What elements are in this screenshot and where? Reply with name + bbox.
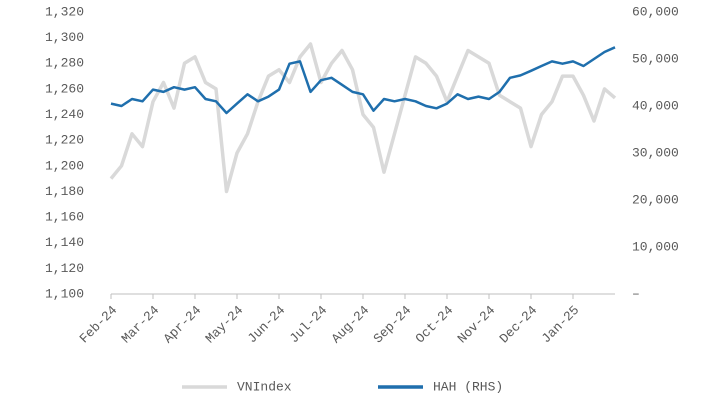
y2-tick-label: 30,000	[632, 145, 679, 160]
y-tick-label: 1,300	[45, 30, 84, 45]
y-tick-label: 1,320	[45, 4, 84, 19]
y-tick-label: 1,140	[45, 235, 84, 250]
legend-label: VNIndex	[237, 379, 292, 394]
y-tick-label: 1,100	[45, 286, 84, 301]
y-tick-label: 1,260	[45, 81, 84, 96]
x-tick-label: Jan-25	[539, 303, 583, 347]
y-tick-label: 1,280	[45, 56, 84, 71]
series-line	[110, 46, 616, 115]
y-tick-label: 1,160	[45, 210, 84, 225]
x-tick-label: Dec-24	[497, 303, 541, 347]
y2-tick-label: 50,000	[632, 51, 679, 66]
series-line	[109, 42, 617, 194]
y2-tick-label: 60,000	[632, 4, 679, 19]
x-tick-label: Mar-24	[119, 303, 163, 347]
x-tick-label: Sep-24	[371, 303, 415, 347]
y-tick-label: 1,120	[45, 261, 84, 276]
y-tick-label: 1,180	[45, 184, 84, 199]
x-tick-label: Oct-24	[413, 303, 457, 347]
x-tick-label: Nov-24	[455, 303, 499, 347]
x-tick-label: Feb-24	[77, 303, 121, 347]
y2-tick-label: 20,000	[632, 192, 679, 207]
y-tick-label: 1,220	[45, 133, 84, 148]
y2-tick-label: 40,000	[632, 98, 679, 113]
x-tick-label: Aug-24	[329, 303, 373, 347]
x-tick-label: May-24	[203, 303, 247, 347]
x-tick-label: Jul-24	[287, 303, 331, 347]
x-tick-label: Jun-24	[245, 303, 289, 347]
x-tick-label: Apr-24	[161, 303, 205, 347]
y2-tick-label: –	[632, 286, 640, 301]
y2-tick-label: 10,000	[632, 239, 679, 254]
y-tick-label: 1,240	[45, 107, 84, 122]
y-tick-label: 1,200	[45, 158, 84, 173]
legend-label: HAH (RHS)	[433, 379, 503, 394]
